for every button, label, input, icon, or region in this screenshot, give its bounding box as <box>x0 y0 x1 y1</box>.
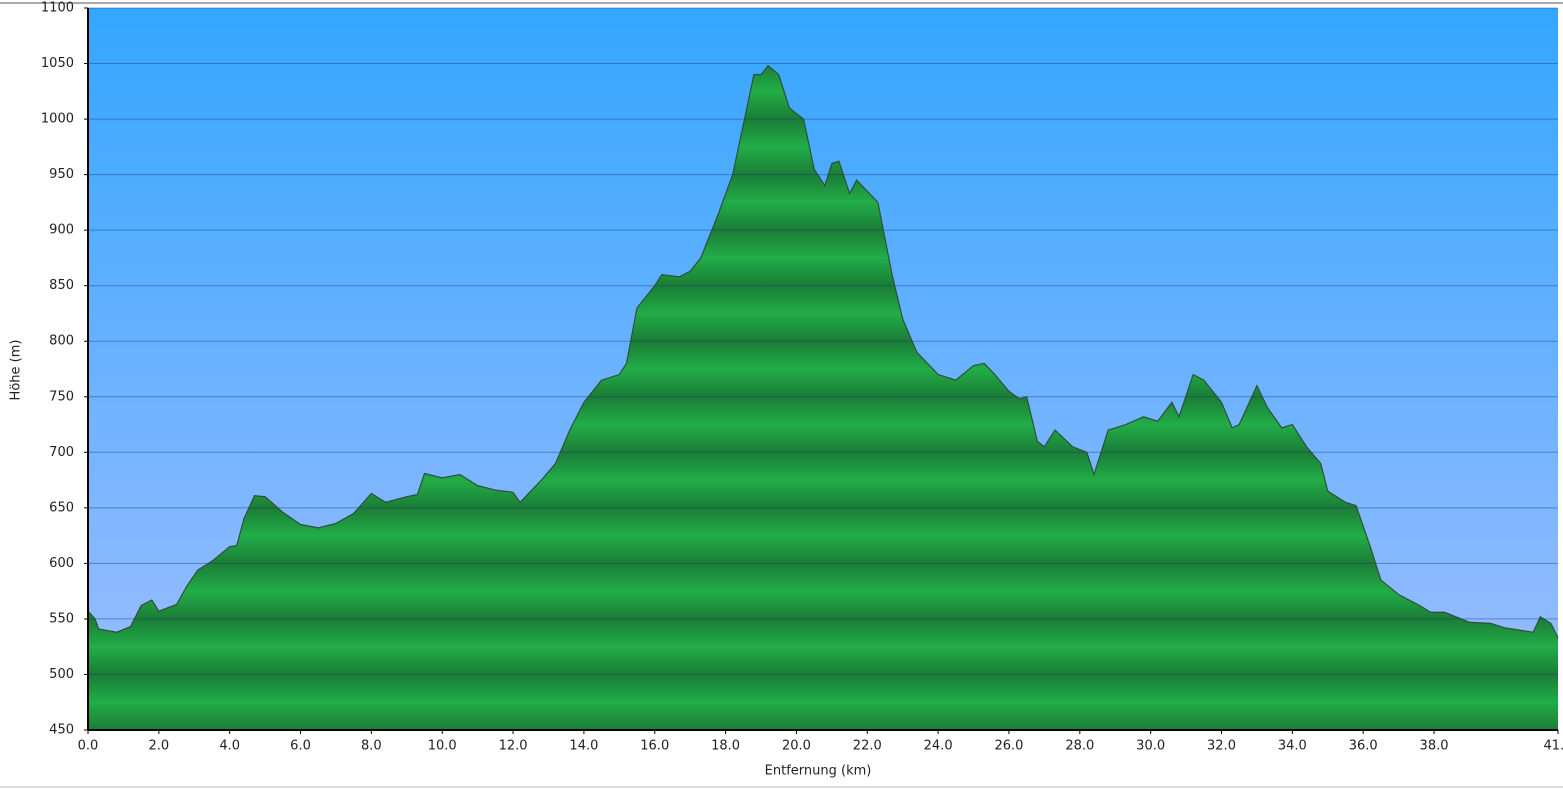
y-tick-label: 1100 <box>41 1 74 16</box>
x-tick-label: 0.0 <box>78 739 99 754</box>
x-tick-label: 28.0 <box>1065 739 1094 754</box>
x-tick-label: 24.0 <box>924 739 953 754</box>
x-axis-label: Entfernung (km) <box>765 764 872 779</box>
x-tick-label: 6.0 <box>290 739 311 754</box>
y-tick-label: 700 <box>49 445 74 460</box>
y-tick-label: 1000 <box>41 112 74 127</box>
x-tick-label: 8.0 <box>361 739 382 754</box>
y-tick-label: 800 <box>49 334 74 349</box>
y-tick-label: 950 <box>49 167 74 182</box>
x-tick-label: 2.0 <box>148 739 169 754</box>
y-tick-label: 900 <box>49 223 74 238</box>
x-tick-label: 26.0 <box>994 739 1023 754</box>
x-tick-label: 20.0 <box>782 739 811 754</box>
y-axis-label: Höhe (m) <box>9 340 24 401</box>
y-tick-label: 450 <box>49 723 74 738</box>
y-tick-label: 1050 <box>41 56 74 71</box>
x-tick-label: 4.0 <box>219 739 240 754</box>
x-tick-label: 36.0 <box>1349 739 1378 754</box>
x-tick-label: 32.0 <box>1207 739 1236 754</box>
elevation-area <box>88 65 1558 730</box>
y-tick-label: 850 <box>49 278 74 293</box>
y-tick-label: 600 <box>49 556 74 571</box>
elevation-line <box>87 64 1559 639</box>
x-tick-label: 34.0 <box>1278 739 1307 754</box>
y-tick-label: 750 <box>49 389 74 404</box>
x-tick-label: 30.0 <box>1136 739 1165 754</box>
x-tick-label: 38.0 <box>1420 739 1449 754</box>
y-tick-label: 550 <box>49 611 74 626</box>
x-tick-label: 14.0 <box>569 739 598 754</box>
y-tick-label: 500 <box>49 667 74 682</box>
x-tick-label: 16.0 <box>640 739 669 754</box>
x-tick-label: 41.5 <box>1544 739 1563 754</box>
x-tick-label: 12.0 <box>499 739 528 754</box>
x-tick-label: 18.0 <box>711 739 740 754</box>
x-tick-label: 22.0 <box>853 739 882 754</box>
x-tick-label: 10.0 <box>428 739 457 754</box>
y-tick-label: 650 <box>49 500 74 515</box>
